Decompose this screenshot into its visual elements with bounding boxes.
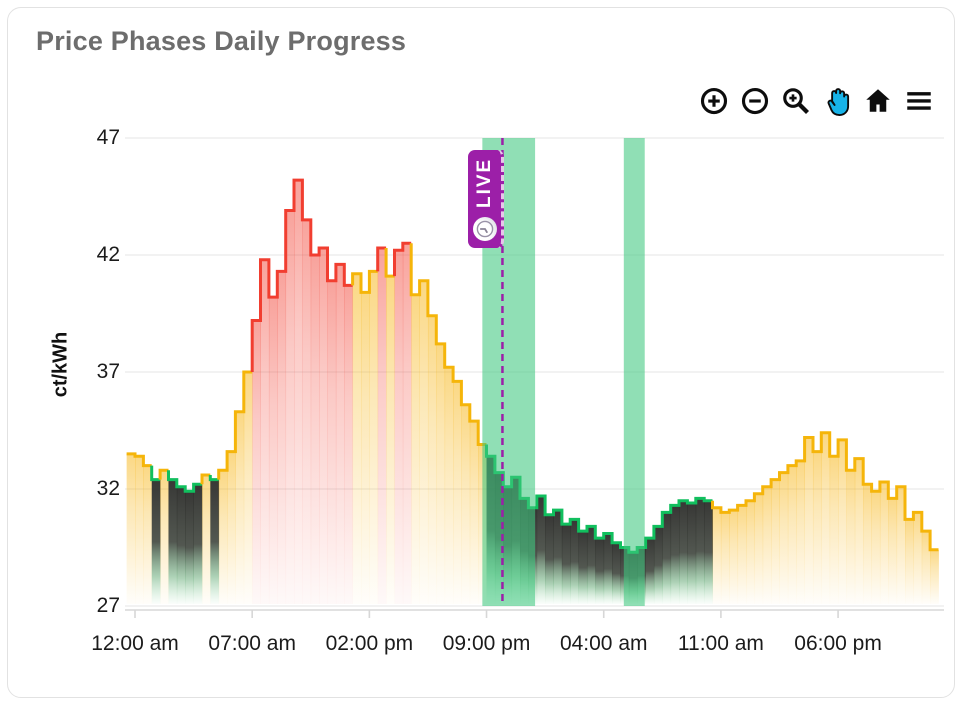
y-tick-label: 27 bbox=[96, 594, 120, 617]
clock-icon bbox=[472, 217, 497, 241]
zoom-in-icon bbox=[700, 87, 728, 115]
x-tick-label: 12:00 am bbox=[91, 632, 179, 655]
x-tick-label: 11:00 am bbox=[677, 632, 764, 655]
x-tick-label: 04:00 am bbox=[559, 632, 648, 655]
pan-button[interactable] bbox=[820, 84, 854, 118]
zoom-out-icon bbox=[741, 87, 769, 115]
y-tick-label: 32 bbox=[96, 477, 120, 500]
x-tick-label: 09:00 pm bbox=[442, 632, 531, 655]
menu-icon bbox=[907, 92, 931, 110]
y-tick-label: 47 bbox=[96, 126, 120, 149]
home-reset-icon bbox=[866, 89, 890, 112]
y-axis-title: ct/kWh bbox=[49, 331, 72, 398]
zoom-in-button[interactable] bbox=[697, 84, 731, 118]
x-tick-label: 02:00 pm bbox=[325, 632, 414, 655]
page-title: Price Phases Daily Progress bbox=[36, 26, 407, 56]
zoom-out-button[interactable] bbox=[738, 84, 772, 118]
y-tick-label: 37 bbox=[96, 360, 120, 383]
chart-toolbar bbox=[697, 84, 936, 118]
menu-button[interactable] bbox=[902, 84, 936, 118]
box-zoom-button[interactable] bbox=[779, 84, 813, 118]
x-tick-label: 06:00 pm bbox=[794, 632, 882, 655]
x-tick-label: 07:00 am bbox=[208, 632, 296, 655]
live-marker-badge[interactable]: LIVE bbox=[468, 150, 504, 248]
reset-home-button[interactable] bbox=[861, 84, 895, 118]
box-zoom-icon bbox=[783, 88, 810, 115]
live-marker-label: LIVE bbox=[473, 157, 495, 208]
pan-hand-icon bbox=[827, 88, 850, 116]
y-tick-label: 42 bbox=[96, 243, 120, 266]
